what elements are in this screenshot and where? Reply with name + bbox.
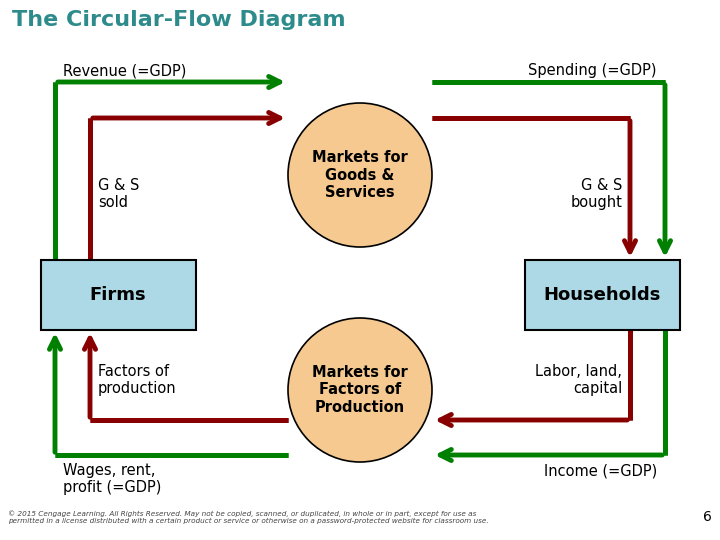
Text: The Circular-Flow Diagram: The Circular-Flow Diagram — [12, 10, 346, 30]
Text: G & S
bought: G & S bought — [570, 178, 622, 210]
Text: Spending (=GDP): Spending (=GDP) — [528, 63, 657, 78]
Text: Labor, land,
capital: Labor, land, capital — [535, 364, 622, 396]
Text: Markets for
Factors of
Production: Markets for Factors of Production — [312, 365, 408, 415]
Text: Firms: Firms — [90, 286, 146, 304]
Text: Wages, rent,
profit (=GDP): Wages, rent, profit (=GDP) — [63, 463, 161, 495]
Text: Income (=GDP): Income (=GDP) — [544, 463, 657, 478]
Circle shape — [288, 318, 432, 462]
Circle shape — [288, 103, 432, 247]
FancyBboxPatch shape — [524, 260, 680, 330]
Text: G & S
sold: G & S sold — [98, 178, 140, 210]
Text: 6: 6 — [703, 510, 712, 524]
Text: Factors of
production: Factors of production — [98, 364, 176, 396]
Text: Markets for
Goods &
Services: Markets for Goods & Services — [312, 150, 408, 200]
FancyBboxPatch shape — [40, 260, 196, 330]
Text: Households: Households — [544, 286, 661, 304]
Text: Revenue (=GDP): Revenue (=GDP) — [63, 63, 186, 78]
Text: © 2015 Cengage Learning. All Rights Reserved. May not be copied, scanned, or dup: © 2015 Cengage Learning. All Rights Rese… — [8, 510, 489, 524]
